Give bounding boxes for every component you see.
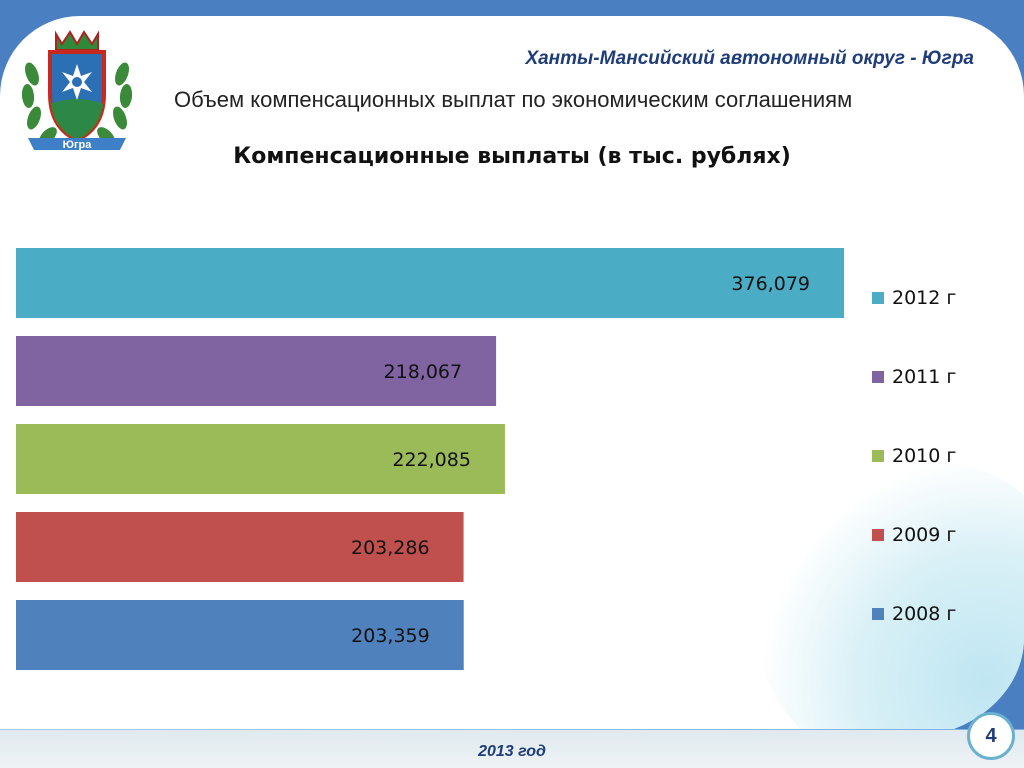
bar-2009-г <box>16 512 464 582</box>
legend-swatch <box>872 292 884 304</box>
legend-swatch <box>872 608 884 620</box>
legend-swatch <box>872 371 884 383</box>
legend-label: 2008 г <box>892 603 956 625</box>
footer-year: 2013 год <box>478 743 546 760</box>
bar-chart: 376,079 218,067 222,085 203,286 203,359 2012… <box>16 248 956 670</box>
bar-2011-г <box>16 336 497 406</box>
emblem-ribbon-text: Югра <box>63 139 93 151</box>
slide-subtitle: Объем компенсационных выплат по экономич… <box>174 87 853 112</box>
bars-layer: 376,079 218,067 222,085 203,286 203,359 <box>16 248 844 670</box>
legend-label: 2012 г <box>892 287 956 309</box>
legend-label: 2010 г <box>892 445 956 467</box>
bar-value-label: 222,085 <box>392 449 471 471</box>
bar-2012-г <box>16 248 844 318</box>
bar-value-label: 203,286 <box>351 537 430 559</box>
bar-value-label: 376,079 <box>731 273 810 295</box>
coat-of-arms-emblem: Югра <box>21 30 133 151</box>
legend-label: 2009 г <box>892 524 956 546</box>
chart-legend: 2012 г 2011 г 2010 г 2009 г 2008 г <box>872 287 956 625</box>
bar-value-label: 203,359 <box>351 625 430 647</box>
bar-2008-г <box>16 600 464 670</box>
page-number[interactable]: 4 <box>967 712 1015 760</box>
legend-label: 2011 г <box>892 366 956 388</box>
legend-swatch <box>872 529 884 541</box>
bar-value-label: 218,067 <box>384 361 463 383</box>
footer-band <box>0 730 1024 768</box>
chart-title: Компенсационные выплаты (в тыс. рублях) <box>233 144 791 169</box>
bar-2010-г <box>16 424 505 494</box>
legend-swatch <box>872 450 884 462</box>
region-title: Ханты-Мансийский автономный округ - Югра <box>525 48 974 69</box>
